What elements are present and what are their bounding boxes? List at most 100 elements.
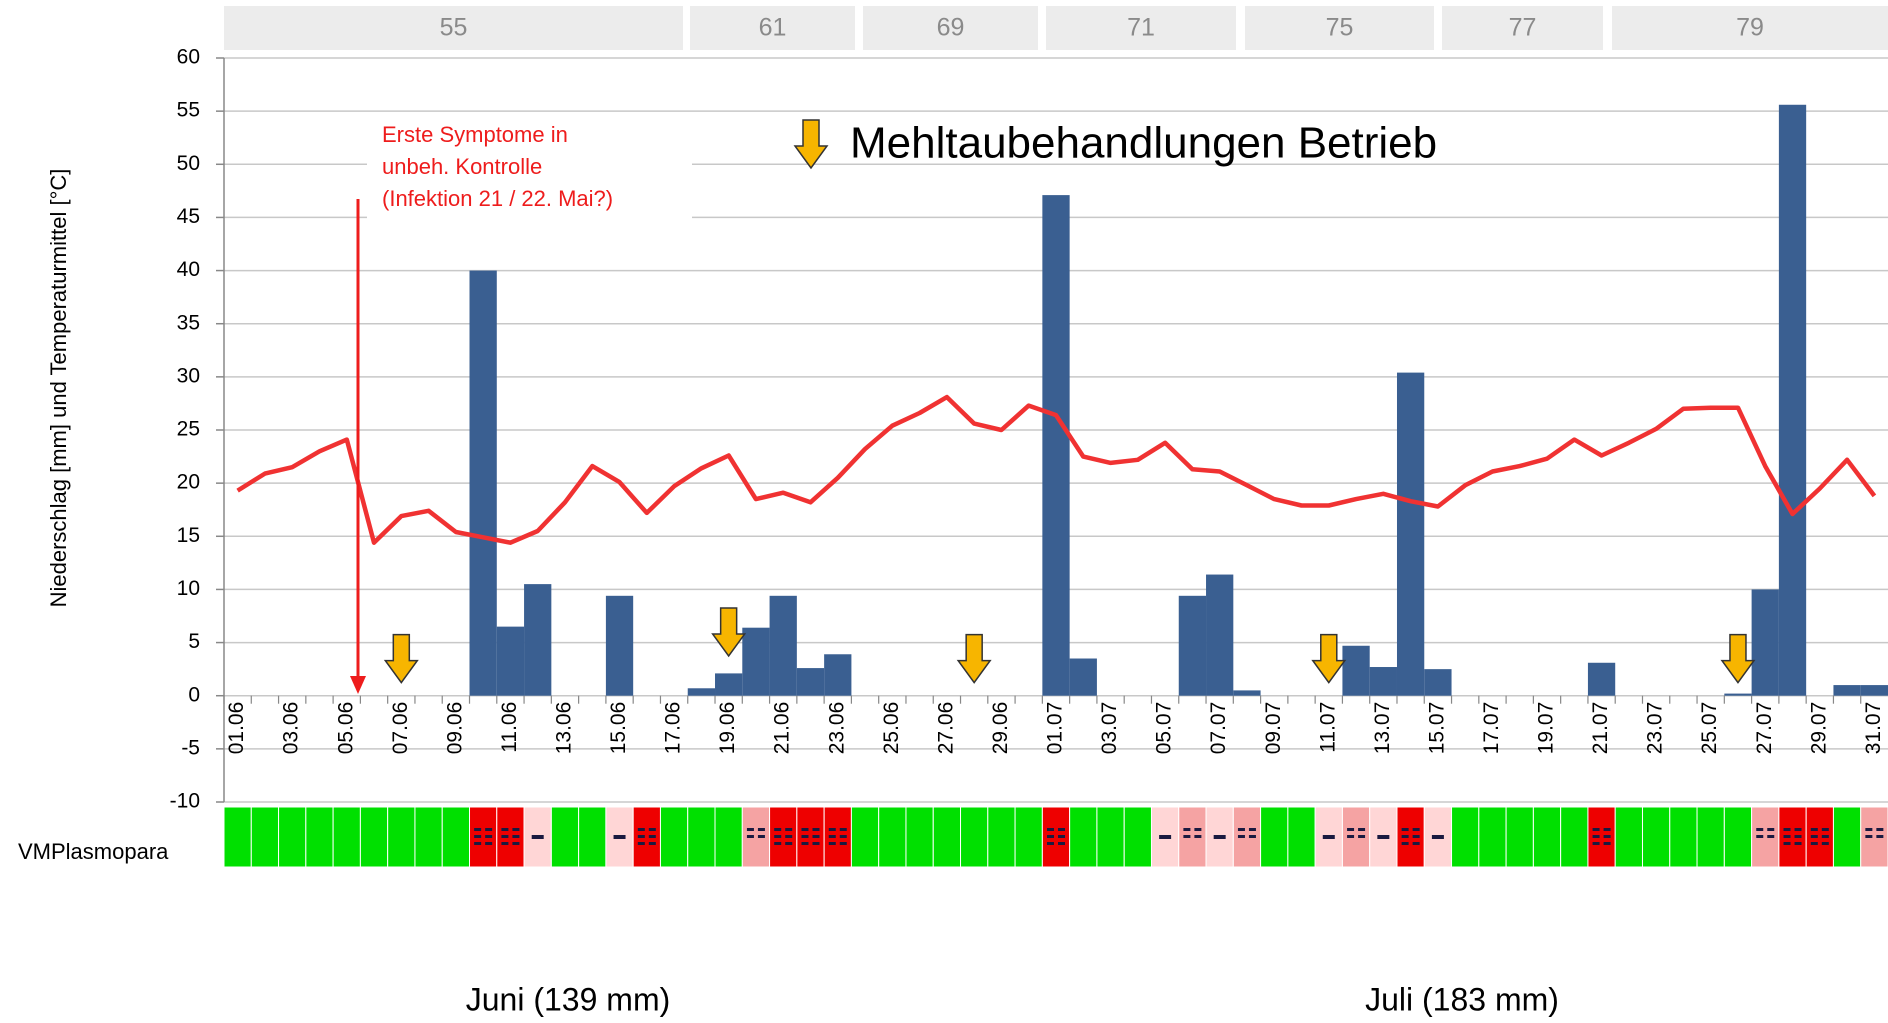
risk-symbol <box>774 835 782 838</box>
risk-symbol <box>1194 835 1202 838</box>
x-tick-label: 17.07 <box>1480 702 1503 755</box>
risk-symbol <box>1783 842 1791 845</box>
risk-symbol <box>1756 835 1764 838</box>
x-tick-label: 15.07 <box>1425 702 1448 755</box>
risk-symbol <box>801 835 809 838</box>
risk-symbol <box>785 835 793 838</box>
risk-cell <box>1260 806 1289 868</box>
y-tick-label: 45 <box>177 205 200 228</box>
annotation-text: Erste Symptome in <box>382 122 568 147</box>
y-tick-label: 10 <box>177 577 200 600</box>
legend-label: Mehltaubehandlungen Betrieb <box>850 119 1437 168</box>
risk-symbol <box>839 828 847 831</box>
risk-symbol <box>1058 828 1065 831</box>
risk-symbol <box>801 828 809 831</box>
bar <box>1206 574 1234 696</box>
stage-label: 75 <box>1326 14 1354 42</box>
risk-cell <box>1069 806 1098 868</box>
risk-symbol <box>637 842 645 845</box>
risk-symbol <box>774 828 782 831</box>
treatment-arrow <box>956 633 992 684</box>
risk-symbol <box>801 842 809 845</box>
risk-cell <box>496 806 525 868</box>
y-tick-label: 40 <box>177 258 200 281</box>
treatment-arrow <box>1311 633 1347 684</box>
x-tick-label: 07.06 <box>389 702 412 755</box>
risk-symbol <box>1810 842 1818 845</box>
bar <box>1178 595 1207 696</box>
risk-cell <box>414 806 443 868</box>
risk-symbol <box>1783 835 1791 838</box>
risk-symbol <box>1431 835 1444 839</box>
risk-symbol <box>1592 842 1600 845</box>
bar <box>1724 693 1752 696</box>
risk-symbol <box>812 842 820 845</box>
risk-cell <box>1641 806 1671 868</box>
risk-cell <box>1614 806 1643 868</box>
risk-cell <box>1751 806 1780 868</box>
risk-symbol <box>839 842 847 845</box>
risk-symbol <box>1058 835 1065 838</box>
bar <box>1069 658 1097 696</box>
risk-cell <box>1478 806 1507 868</box>
risk-cell <box>1805 806 1834 868</box>
stage-box <box>1245 6 1434 50</box>
risk-symbol <box>501 835 509 838</box>
risk-symbol <box>1876 835 1884 838</box>
risk-symbol <box>785 842 793 845</box>
bar <box>1424 669 1452 696</box>
risk-cell <box>578 806 607 868</box>
y-tick-label: -10 <box>170 790 200 813</box>
treatment-arrow <box>711 607 747 658</box>
annotation-arrow-head <box>350 676 366 694</box>
risk-cell <box>278 806 307 868</box>
x-tick-label: 15.06 <box>607 702 630 755</box>
risk-symbol <box>512 842 520 845</box>
legend-arrow <box>793 119 829 170</box>
risk-symbol <box>1322 835 1335 839</box>
risk-cell <box>659 806 689 868</box>
stage-box <box>690 6 855 50</box>
risk-symbol <box>531 835 544 839</box>
stage-box <box>863 6 1038 50</box>
bar <box>769 595 797 696</box>
risk-symbol <box>1821 842 1829 845</box>
temperature-line <box>236 394 1877 545</box>
bar <box>1751 589 1779 696</box>
month-label: Juli (183 mm) <box>1365 981 1559 1017</box>
risk-symbol <box>746 828 754 831</box>
stage-box <box>1612 6 1888 50</box>
risk-cell <box>960 806 989 868</box>
risk-symbol <box>1058 842 1065 845</box>
risk-cell <box>1778 806 1807 868</box>
risk-symbol <box>1401 842 1409 845</box>
stage-box <box>224 6 683 50</box>
stage-label: 69 <box>937 14 965 42</box>
risk-symbol <box>1865 835 1873 838</box>
x-tick-label: 21.07 <box>1589 702 1612 755</box>
risk-symbol <box>1358 828 1366 831</box>
bar <box>1833 685 1861 696</box>
stage-box <box>1442 6 1603 50</box>
risk-symbol <box>474 842 482 845</box>
x-tick-label: 11.06 <box>498 702 521 753</box>
risk-symbol <box>1794 835 1802 838</box>
x-tick-label: 23.07 <box>1644 702 1667 755</box>
risk-symbol <box>1047 835 1054 838</box>
risk-cell <box>1532 806 1562 868</box>
risk-symbol <box>1248 835 1256 838</box>
risk-symbol <box>1603 842 1611 845</box>
risk-symbol <box>1767 828 1775 831</box>
y-tick-label: 35 <box>177 311 200 334</box>
y-tick-label: 5 <box>188 630 200 653</box>
risk-symbol <box>648 828 656 831</box>
risk-cell <box>469 806 498 868</box>
risk-symbol <box>1183 835 1191 838</box>
risk-symbol <box>613 835 626 839</box>
x-tick-label: 23.06 <box>825 702 848 755</box>
x-tick-label: 17.06 <box>662 702 685 755</box>
risk-cell <box>305 806 334 868</box>
bar <box>824 654 852 696</box>
stage-label: 77 <box>1509 14 1537 42</box>
